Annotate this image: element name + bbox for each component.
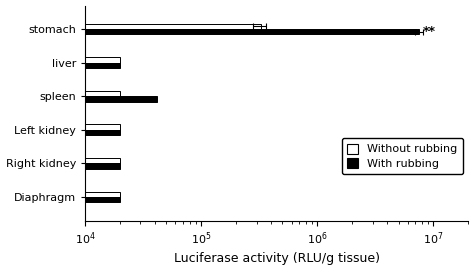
Bar: [85, 163, 120, 169]
Bar: [85, 192, 120, 197]
Bar: [85, 91, 120, 96]
Bar: [85, 57, 120, 63]
X-axis label: Luciferase activity (RLU/g tissue): Luciferase activity (RLU/g tissue): [173, 253, 380, 265]
Bar: [85, 29, 419, 34]
Text: **: **: [423, 25, 436, 38]
Bar: [85, 158, 120, 163]
Bar: [85, 130, 120, 135]
Legend: Without rubbing, With rubbing: Without rubbing, With rubbing: [342, 138, 463, 174]
Bar: [85, 124, 120, 130]
Bar: [85, 197, 120, 202]
Bar: [85, 63, 120, 68]
Bar: [85, 24, 261, 29]
Bar: [85, 96, 157, 102]
